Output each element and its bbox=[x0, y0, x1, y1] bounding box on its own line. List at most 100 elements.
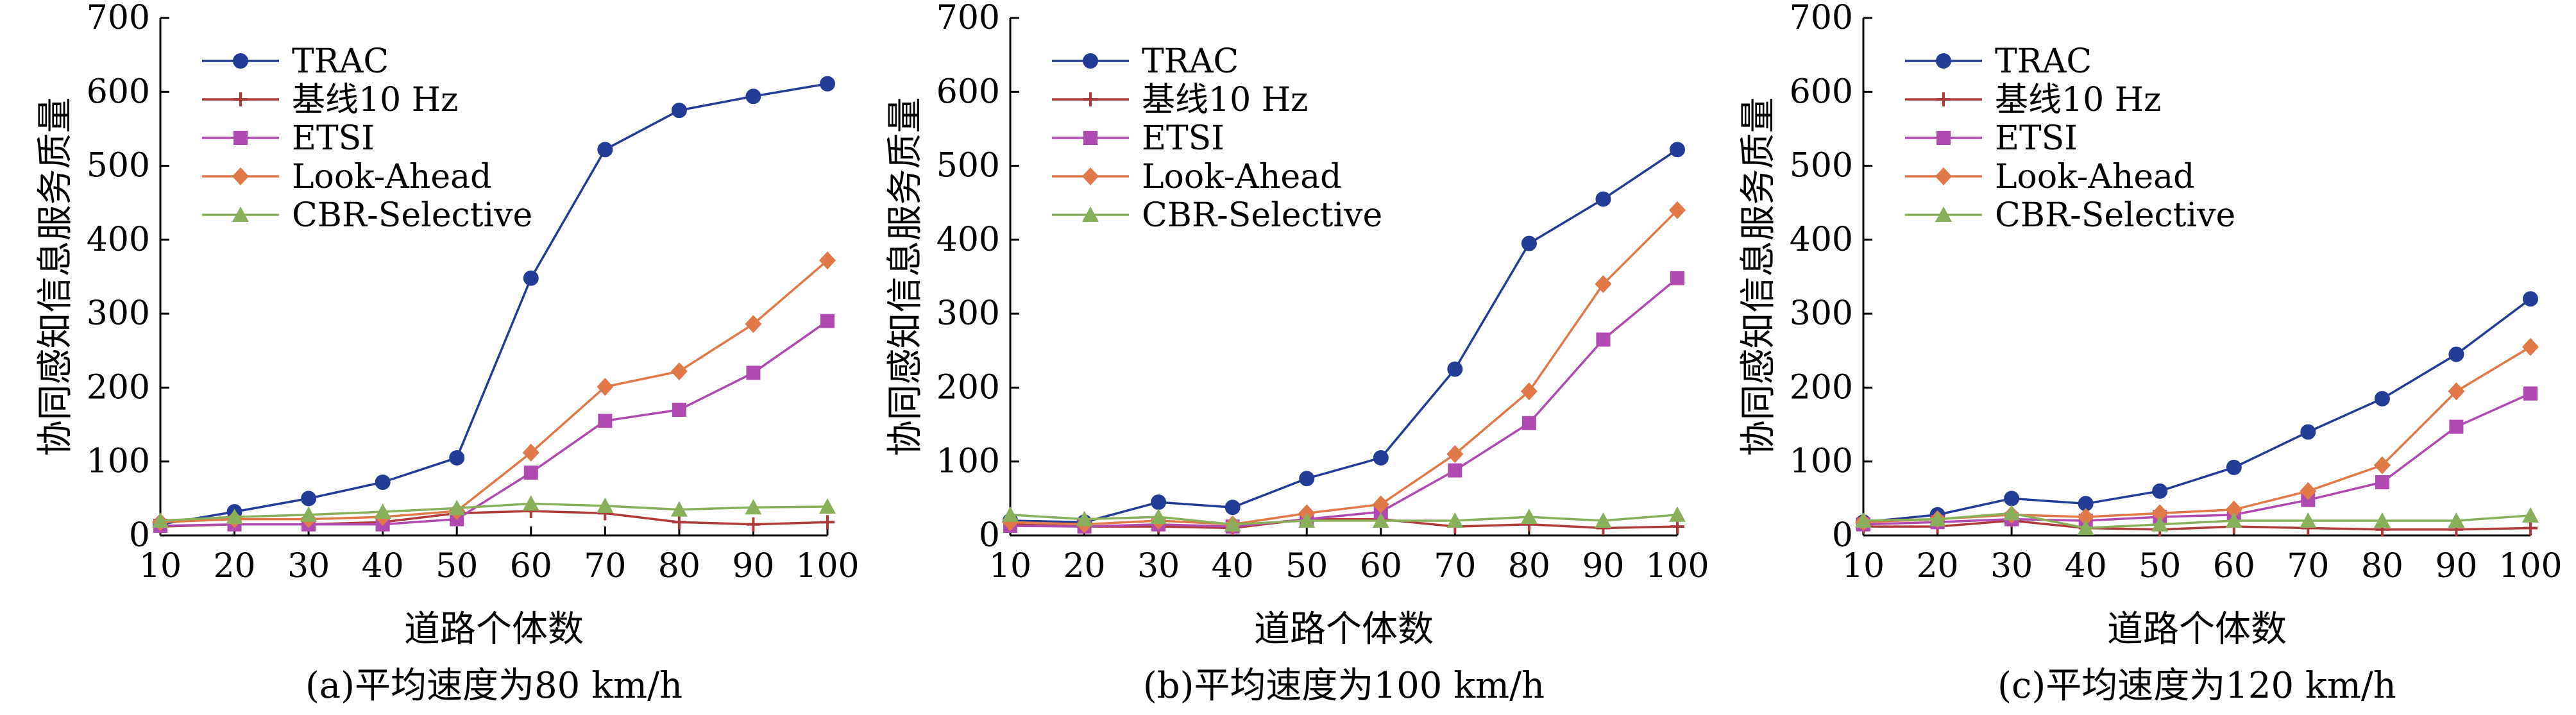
data-point bbox=[2523, 291, 2538, 307]
y-tick-label: 300 bbox=[87, 294, 150, 333]
x-tick-label: 60 bbox=[510, 547, 552, 585]
legend-marker bbox=[1936, 53, 1951, 69]
legend-label: 基线10 Hz bbox=[1995, 81, 2161, 119]
series-line bbox=[1863, 512, 2531, 530]
data-point bbox=[820, 515, 835, 530]
legend-label: 基线10 Hz bbox=[292, 81, 458, 119]
data-point bbox=[2448, 382, 2465, 401]
data-point bbox=[1595, 191, 1611, 207]
x-tick-label: 90 bbox=[1582, 547, 1624, 585]
legend-marker bbox=[1082, 206, 1099, 222]
x-tick-label: 40 bbox=[2065, 547, 2107, 585]
data-point bbox=[819, 251, 836, 270]
y-tick-label: 400 bbox=[1790, 221, 1853, 259]
data-point bbox=[226, 509, 243, 525]
data-point bbox=[2523, 386, 2538, 401]
data-point bbox=[1446, 445, 1464, 464]
legend-label: ETSI bbox=[292, 119, 375, 158]
y-axis-title: 协同感知信息服务质量 bbox=[1738, 97, 1779, 457]
data-point bbox=[152, 512, 169, 528]
data-point bbox=[1670, 519, 1684, 534]
data-point bbox=[1373, 450, 1389, 466]
y-tick-label: 400 bbox=[936, 221, 1000, 259]
data-point bbox=[375, 474, 391, 490]
y-axis-title: 协同感知信息服务质量 bbox=[35, 97, 76, 457]
panel-caption: (c)平均速度为120 km/h bbox=[1997, 665, 2396, 707]
data-point bbox=[597, 142, 613, 158]
data-point bbox=[746, 517, 761, 532]
legend-marker bbox=[1936, 131, 1951, 145]
data-point bbox=[2373, 456, 2391, 475]
data-point bbox=[2448, 512, 2465, 528]
data-point bbox=[2449, 419, 2464, 434]
legend-marker bbox=[232, 206, 249, 222]
series-line bbox=[160, 259, 829, 523]
x-tick-label: 30 bbox=[287, 547, 330, 585]
series-line bbox=[1863, 519, 2531, 531]
data-point bbox=[598, 414, 613, 428]
data-point bbox=[2225, 512, 2242, 528]
data-point bbox=[1448, 463, 1462, 478]
legend-label: Look-Ahead bbox=[1995, 158, 2194, 196]
data-point bbox=[1447, 361, 1463, 377]
legend-marker bbox=[1083, 131, 1097, 145]
data-point bbox=[2077, 519, 2094, 535]
legend-marker bbox=[233, 53, 248, 69]
legend-label: Look-Ahead bbox=[292, 158, 491, 196]
x-tick-label: 10 bbox=[989, 547, 1031, 585]
y-tick-label: 600 bbox=[1790, 72, 1853, 111]
data-point bbox=[2226, 459, 2242, 475]
legend-marker bbox=[1082, 167, 1099, 185]
x-tick-label: 100 bbox=[1645, 547, 1709, 585]
data-point bbox=[1855, 512, 1872, 528]
data-point bbox=[670, 362, 688, 381]
data-point bbox=[2375, 475, 2389, 489]
series-line bbox=[1863, 392, 2531, 526]
series-line bbox=[160, 320, 829, 527]
series-CBR-Selective bbox=[152, 495, 836, 528]
series-line bbox=[1010, 277, 1679, 528]
data-point bbox=[2151, 504, 2169, 523]
data-point bbox=[2152, 483, 2168, 499]
data-point bbox=[1520, 509, 1538, 525]
data-point bbox=[2003, 505, 2021, 521]
x-tick-label: 80 bbox=[658, 547, 700, 585]
data-point bbox=[300, 506, 318, 522]
legend-label: TRAC bbox=[292, 42, 389, 81]
x-tick-label: 70 bbox=[2287, 547, 2329, 585]
data-point bbox=[301, 491, 317, 507]
series-TRAC bbox=[1856, 291, 2538, 530]
data-point bbox=[1595, 512, 1612, 528]
legend-label: ETSI bbox=[1142, 119, 1224, 158]
data-point bbox=[2522, 338, 2539, 357]
data-point bbox=[2300, 512, 2317, 528]
x-tick-label: 10 bbox=[139, 547, 182, 585]
legend-marker bbox=[233, 92, 248, 106]
data-point bbox=[2523, 521, 2538, 535]
x-tick-label: 40 bbox=[362, 547, 404, 585]
data-point bbox=[1224, 500, 1241, 516]
data-point bbox=[746, 366, 761, 380]
legend-marker bbox=[232, 167, 249, 185]
data-point bbox=[374, 503, 391, 519]
data-point bbox=[2373, 512, 2391, 528]
panel-caption: (b)平均速度为100 km/h bbox=[1143, 665, 1545, 707]
data-point bbox=[1151, 494, 1167, 510]
legend-label: CBR-Selective bbox=[1142, 196, 1382, 235]
data-point bbox=[448, 500, 466, 516]
legend-label: CBR-Selective bbox=[1995, 196, 2235, 235]
data-point bbox=[1669, 201, 1686, 219]
data-point bbox=[523, 270, 539, 286]
series-line bbox=[1863, 346, 2531, 523]
data-point bbox=[2300, 424, 2316, 440]
data-point bbox=[1446, 512, 1464, 528]
data-point bbox=[2077, 508, 2094, 526]
y-axis-title: 协同感知信息服务质量 bbox=[885, 97, 926, 457]
x-axis-title: 道路个体数 bbox=[404, 609, 584, 650]
y-tick-label: 400 bbox=[87, 221, 150, 259]
x-tick-label: 90 bbox=[2435, 547, 2477, 585]
